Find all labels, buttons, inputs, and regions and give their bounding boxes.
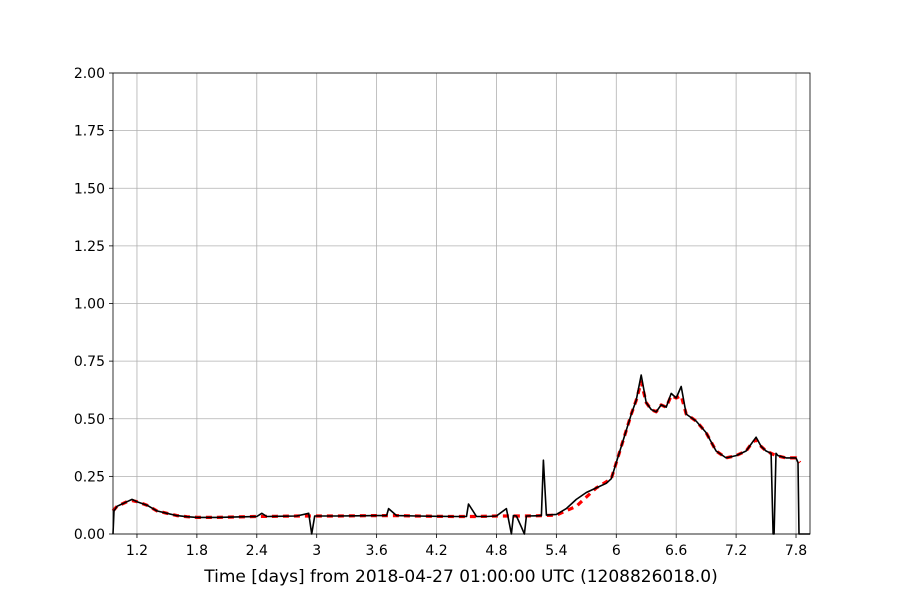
series-line (111, 380, 802, 520)
x-tick-label: 5.4 (545, 543, 567, 559)
x-tick-label: 7.2 (725, 543, 747, 559)
y-tick-label: 1.75 (74, 124, 105, 140)
x-axis: 1.2 1.8 2.4 3 3.6 4.2 4.8 5.4 6 6.6 7.2 7.8 (126, 534, 807, 559)
x-tick-label: 6 (612, 543, 621, 559)
x-tick-label: 4.8 (485, 543, 507, 559)
y-tick-label: 0.75 (74, 354, 105, 370)
y-tick-label: 1.25 (74, 239, 105, 255)
x-tick-label: 4.2 (425, 543, 447, 559)
x-axis-label: Time [days] from 2018-04-27 01:00:00 UTC… (203, 567, 717, 587)
x-tick-label: 7.8 (785, 543, 807, 559)
x-tick-label: 3.6 (365, 543, 387, 559)
y-axis: 0.00 0.25 0.50 0.75 1.00 1.25 1.50 1.75 2.00 (74, 66, 113, 543)
y-tick-label: 1.00 (74, 297, 105, 313)
y-tick-label: 0.50 (74, 412, 105, 428)
grid-layer (113, 72, 810, 535)
x-tick-label: 1.8 (186, 543, 208, 559)
y-tick-label: 0.00 (74, 527, 105, 543)
series-line (112, 374, 810, 535)
x-tick-label: 3 (312, 543, 321, 559)
y-tick-label: 1.50 (74, 181, 105, 197)
x-tick-label: 6.6 (665, 543, 687, 559)
x-tick-label: 1.2 (126, 543, 148, 559)
y-tick-label: 0.25 (74, 469, 105, 485)
series-layer (111, 374, 810, 535)
x-tick-label: 2.4 (246, 543, 268, 559)
y-tick-label: 2.00 (74, 66, 105, 82)
